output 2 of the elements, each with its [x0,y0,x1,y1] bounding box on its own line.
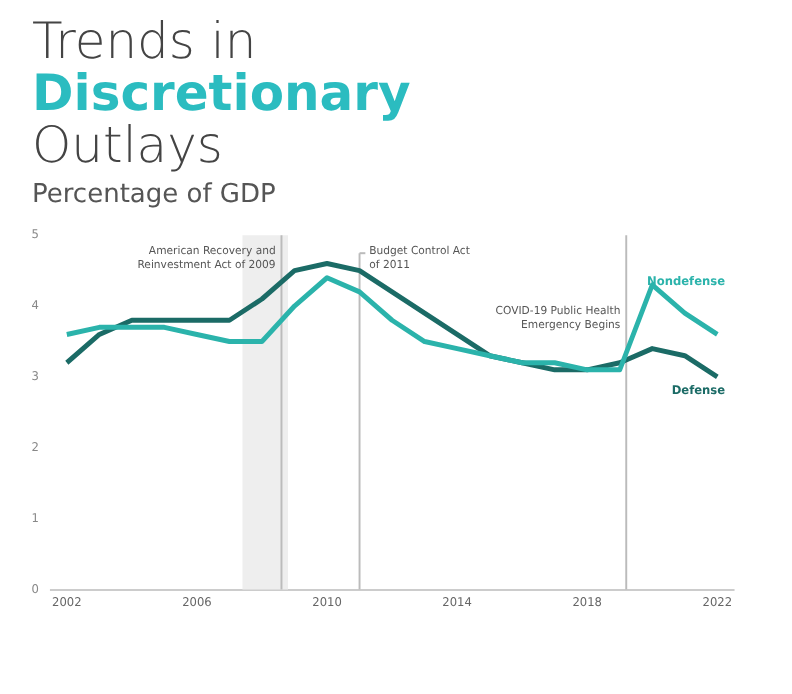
chart-subtitle: Percentage of GDP [32,180,276,210]
chart-title: Trends in Discretionary Outlays [32,12,411,174]
